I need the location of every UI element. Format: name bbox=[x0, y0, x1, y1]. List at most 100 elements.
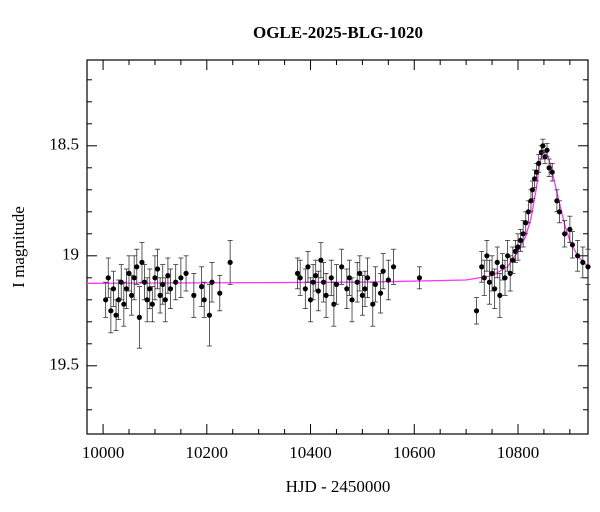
data-point bbox=[372, 281, 378, 287]
data-point bbox=[510, 257, 516, 263]
data-point bbox=[569, 242, 576, 248]
data-point bbox=[227, 259, 233, 265]
data-point bbox=[118, 279, 124, 285]
data-point bbox=[320, 279, 327, 285]
data-point bbox=[201, 297, 207, 303]
data-point bbox=[370, 301, 376, 307]
x-tick-label: 10800 bbox=[497, 443, 540, 462]
x-axis-label: HJD - 2450000 bbox=[286, 477, 391, 496]
data-point bbox=[549, 169, 555, 175]
x-tick-label: 10600 bbox=[393, 443, 436, 462]
data-point bbox=[144, 297, 150, 303]
data-point bbox=[479, 264, 485, 270]
data-point bbox=[512, 248, 518, 254]
data-point bbox=[154, 266, 161, 272]
x-tick-label: 10200 bbox=[186, 443, 229, 462]
data-point bbox=[536, 160, 542, 166]
data-point bbox=[108, 308, 114, 314]
data-point bbox=[302, 286, 308, 292]
data-point bbox=[416, 275, 423, 281]
data-point bbox=[562, 231, 568, 237]
data-point bbox=[492, 286, 498, 292]
data-point bbox=[484, 253, 490, 259]
data-point bbox=[136, 314, 142, 320]
y-axis-label: I magnitude bbox=[9, 206, 28, 288]
data-point bbox=[364, 275, 371, 281]
data-point bbox=[167, 286, 174, 292]
data-point bbox=[294, 270, 301, 276]
data-point bbox=[310, 279, 316, 285]
data-point bbox=[349, 297, 355, 303]
data-point bbox=[362, 286, 368, 292]
data-point bbox=[313, 273, 319, 279]
data-point bbox=[515, 244, 521, 250]
data-point bbox=[544, 147, 550, 153]
data-point bbox=[486, 279, 493, 285]
data-point bbox=[103, 297, 109, 303]
data-point bbox=[217, 290, 223, 296]
plot-frame bbox=[86, 59, 589, 435]
data-point bbox=[505, 253, 511, 259]
x-tick-label: 10400 bbox=[289, 443, 332, 462]
data-point bbox=[546, 165, 552, 171]
data-point bbox=[575, 253, 581, 259]
data-point bbox=[494, 259, 500, 265]
y-tick-label: 19.5 bbox=[49, 355, 79, 374]
data-point bbox=[489, 270, 495, 276]
data-point bbox=[113, 312, 119, 318]
data-point bbox=[178, 275, 184, 281]
data-point bbox=[199, 284, 205, 290]
data-point bbox=[531, 176, 538, 182]
data-point bbox=[339, 264, 345, 270]
data-point bbox=[307, 297, 314, 303]
data-point bbox=[110, 286, 117, 292]
data-point bbox=[157, 292, 163, 298]
data-point bbox=[585, 264, 591, 270]
data-point bbox=[529, 187, 536, 193]
data-point bbox=[162, 297, 168, 303]
x-tick-label: 10000 bbox=[82, 443, 125, 462]
data-point bbox=[377, 290, 384, 296]
data-point bbox=[556, 209, 563, 215]
data-point bbox=[183, 270, 189, 276]
data-point bbox=[129, 292, 135, 298]
data-point bbox=[507, 270, 513, 276]
data-point bbox=[580, 259, 586, 265]
y-tick-label: 19 bbox=[62, 245, 79, 264]
data-point bbox=[165, 273, 171, 279]
data-point bbox=[344, 286, 350, 292]
data-point bbox=[540, 143, 546, 149]
data-point bbox=[116, 297, 122, 303]
data-point bbox=[567, 226, 573, 232]
data-point bbox=[206, 312, 212, 318]
data-point bbox=[149, 301, 155, 307]
data-point bbox=[380, 268, 386, 274]
data-point bbox=[160, 281, 166, 287]
chart-title: OGLE-2025-BLG-1020 bbox=[253, 23, 423, 42]
data-point bbox=[305, 264, 311, 270]
data-point bbox=[191, 292, 197, 298]
data-point bbox=[359, 292, 365, 298]
data-point bbox=[297, 275, 303, 281]
data-point bbox=[123, 286, 130, 292]
y-tick-label: 18.5 bbox=[49, 135, 79, 154]
data-point bbox=[385, 277, 391, 283]
data-point bbox=[147, 286, 153, 292]
data-point bbox=[323, 292, 329, 298]
data-point bbox=[139, 259, 145, 265]
data-point bbox=[328, 275, 334, 281]
data-point bbox=[121, 301, 127, 307]
data-point bbox=[473, 308, 480, 314]
data-point bbox=[520, 231, 526, 237]
data-point bbox=[502, 275, 508, 281]
data-point bbox=[517, 237, 524, 243]
data-point bbox=[333, 281, 340, 287]
data-point bbox=[331, 301, 337, 307]
data-point bbox=[497, 292, 503, 298]
data-point bbox=[105, 275, 111, 281]
data-point bbox=[390, 264, 397, 270]
data-point bbox=[318, 257, 324, 263]
data-point bbox=[357, 270, 363, 276]
data-point bbox=[499, 264, 506, 270]
